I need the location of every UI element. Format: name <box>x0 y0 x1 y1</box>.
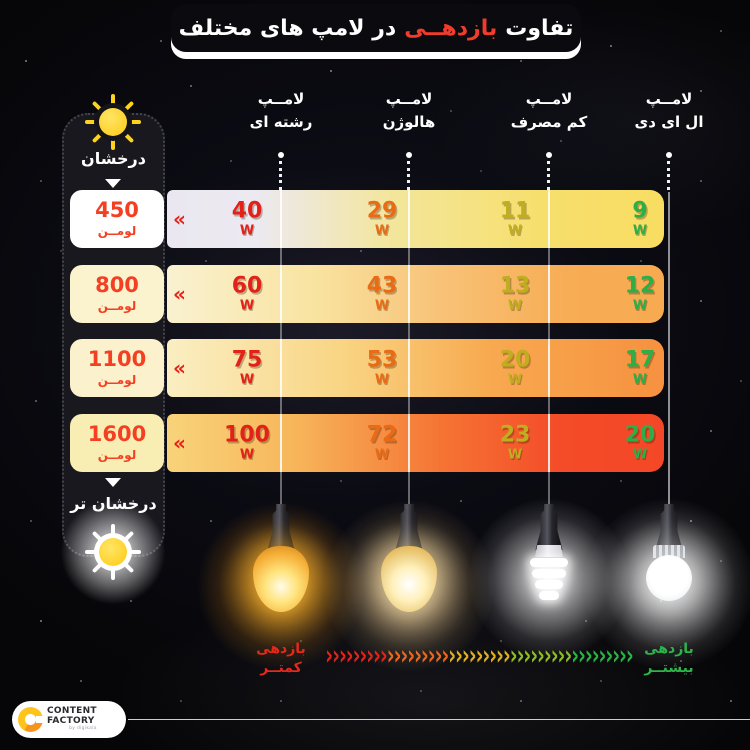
logo-subtext: by digikala <box>69 726 97 732</box>
efficiency-less-label: بازدهی کمتــر <box>256 641 306 676</box>
led-bulb-neck <box>653 545 685 558</box>
footer-divider-line <box>128 719 750 720</box>
column-dotted-line <box>279 161 282 190</box>
wattage-bar: « 75 W 53 W 20 W 17 W <box>167 339 664 397</box>
column-dot-incandescent <box>278 152 284 158</box>
lumen-label: 450 لومــن <box>70 190 164 248</box>
column-dotted-line <box>667 161 670 190</box>
column-dot-led <box>666 152 672 158</box>
watt-value: 72 W <box>366 422 398 463</box>
starfield-background <box>0 0 2 2</box>
content-factory-logo: CONTENT FACTORY by digikala <box>12 701 126 738</box>
watt-value: 23 W <box>499 422 531 463</box>
column-dotted-line <box>547 161 550 190</box>
watt-value: 75 W <box>231 347 263 388</box>
title-pre: تفاوت <box>505 15 574 41</box>
watt-value: 12 W <box>624 273 656 314</box>
cfl-spiral <box>530 558 568 567</box>
column-header-incandescent: لامــپ رشته ای <box>249 90 313 132</box>
column-header-led: لامــپ ال ای دی <box>634 90 704 132</box>
watt-value: 60 W <box>231 273 263 314</box>
row-800-lumen: 800 لومــن « 60 W 43 W 13 W 12 W <box>70 265 664 323</box>
watt-value: 11 W <box>499 198 531 239</box>
cfl-spiral <box>535 580 563 589</box>
incandescent-bulb <box>253 546 309 612</box>
lumen-label: 800 لومــن <box>70 265 164 323</box>
watt-value: 40 W <box>231 198 263 239</box>
brightness-top-label: درخشان <box>81 149 146 168</box>
page-title: تفاوت بازدهــی در لامپ های مختلف <box>171 4 581 52</box>
halogen-bulb <box>381 546 437 612</box>
column-wire-led <box>668 192 670 508</box>
sun-icon <box>85 94 141 150</box>
watt-value: 20 W <box>499 347 531 388</box>
efficiency-more-label: بازدهی بیشتــر <box>644 641 694 676</box>
cfl-spiral <box>539 591 559 600</box>
title-highlight: بازدهــی <box>404 15 498 41</box>
cfl-bulb-base <box>535 545 563 557</box>
watt-value: 100 W <box>224 422 270 463</box>
led-bulb <box>646 555 692 601</box>
chevron-left-icon: « <box>173 207 186 231</box>
glowing-sun-icon <box>85 524 141 580</box>
row-1100-lumen: 1100 لومــن « 75 W 53 W 20 W 17 W <box>70 339 664 397</box>
chevron-left-icon: « <box>173 431 186 455</box>
watt-value: 43 W <box>366 273 398 314</box>
wattage-bar: « 100 W 72 W 23 W 20 W <box>167 414 664 472</box>
watt-value: 53 W <box>366 347 398 388</box>
arrow-down-icon <box>105 179 121 188</box>
logo-c-icon <box>18 707 44 732</box>
chevron-left-icon: « <box>173 282 186 306</box>
watt-value: 29 W <box>366 198 398 239</box>
column-dot-cfl <box>546 152 552 158</box>
cfl-spiral <box>532 569 566 578</box>
wattage-bar: « 60 W 43 W 13 W 12 W <box>167 265 664 323</box>
lumen-label: 1100 لومــن <box>70 339 164 397</box>
column-header-halogen: لامــپ هالوژن <box>382 90 436 132</box>
arrow-down-icon <box>105 478 121 487</box>
efficiency-gradient-arrow: ››››››››››››››››››››››››››››››››››››››››… <box>325 640 633 672</box>
watt-value: 17 W <box>624 347 656 388</box>
lumen-label: 1600 لومــن <box>70 414 164 472</box>
column-dotted-line <box>407 161 410 190</box>
title-post: در لامپ های مختلف <box>178 15 397 41</box>
column-dot-halogen <box>406 152 412 158</box>
chevron-left-icon: « <box>173 356 186 380</box>
column-header-cfl: لامــپ کم مصرف <box>510 90 588 132</box>
watt-value: 20 W <box>624 422 656 463</box>
brightness-bottom-label: درخشان تر <box>70 494 157 513</box>
watt-value: 13 W <box>499 273 531 314</box>
row-1600-lumen: 1600 لومــن « 100 W 72 W 23 W 20 W <box>70 414 664 472</box>
